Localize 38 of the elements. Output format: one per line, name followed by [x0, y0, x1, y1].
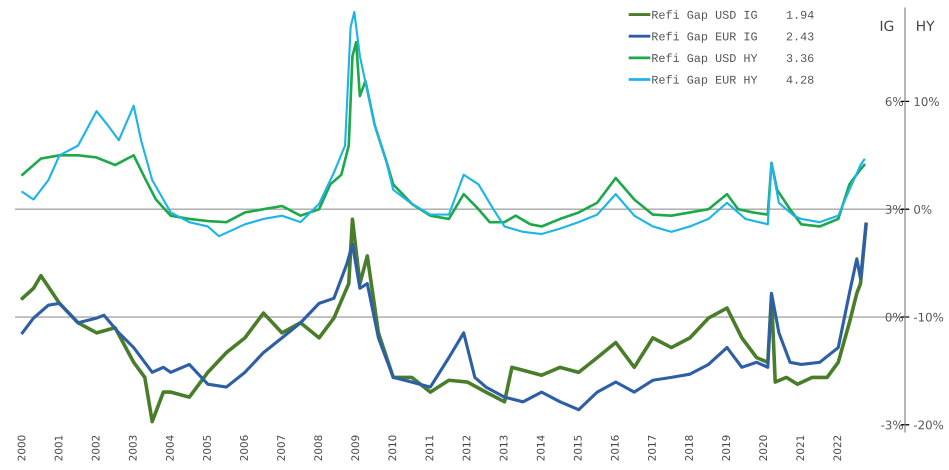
y2-tick-label: 10% — [914, 97, 939, 106]
y-axis-title: IG — [880, 20, 894, 32]
x-tick-label: 2013 — [500, 436, 508, 461]
x-tick-label: 2007 — [277, 436, 286, 461]
x-tick-label: 2006 — [240, 435, 248, 461]
x-tick-label: 2005 — [202, 436, 211, 461]
x-tick-label: 2002 — [92, 436, 100, 461]
x-tick-label: 2011 — [425, 436, 434, 461]
y2-tick-label: -20% — [914, 420, 944, 430]
x-tick-label: 2009 — [351, 436, 360, 461]
x-tick-label: 2003 — [128, 436, 137, 461]
x-tick-label: 2018 — [685, 435, 693, 461]
y2-tick-label: 0% — [914, 204, 932, 214]
x-tick-label: 2019 — [722, 436, 730, 461]
x-tick-label: 2000 — [18, 435, 26, 461]
y-tick-label: 0% — [886, 312, 903, 322]
legend-label: Refi Gap EUR HY 4.28 — [652, 75, 814, 86]
legend-label: Refi Gap EUR IG 2.43 — [652, 32, 814, 43]
x-tick-label: 2010 — [388, 435, 396, 461]
x-tick-label: 2001 — [54, 436, 63, 461]
x-tick-label: 2020 — [759, 435, 768, 461]
x-tick-label: 2021 — [796, 436, 804, 461]
y2-axis-title: HY — [917, 20, 935, 31]
x-tick-label: 2014 — [536, 435, 545, 461]
y-tick-label: 6% — [886, 97, 903, 106]
y-tick-label: -3% — [881, 420, 903, 430]
x-tick-label: 2004 — [166, 435, 174, 461]
x-tick-label: 2015 — [574, 436, 582, 461]
y-tick-label: 3% — [886, 204, 903, 214]
x-tick-label: 2017 — [648, 436, 656, 461]
line-series — [21, 10, 866, 238]
x-tick-label: 2008 — [314, 435, 322, 461]
x-tick-label: 2016 — [610, 435, 619, 461]
legend-label: Refi Gap USD HY 3.36 — [652, 53, 814, 64]
x-tick-label: 2022 — [833, 436, 842, 461]
x-tick-label: 2012 — [462, 436, 470, 461]
y2-tick-label: -10% — [914, 312, 944, 322]
legend-label: Refi Gap USD IG 1.94 — [652, 10, 814, 22]
